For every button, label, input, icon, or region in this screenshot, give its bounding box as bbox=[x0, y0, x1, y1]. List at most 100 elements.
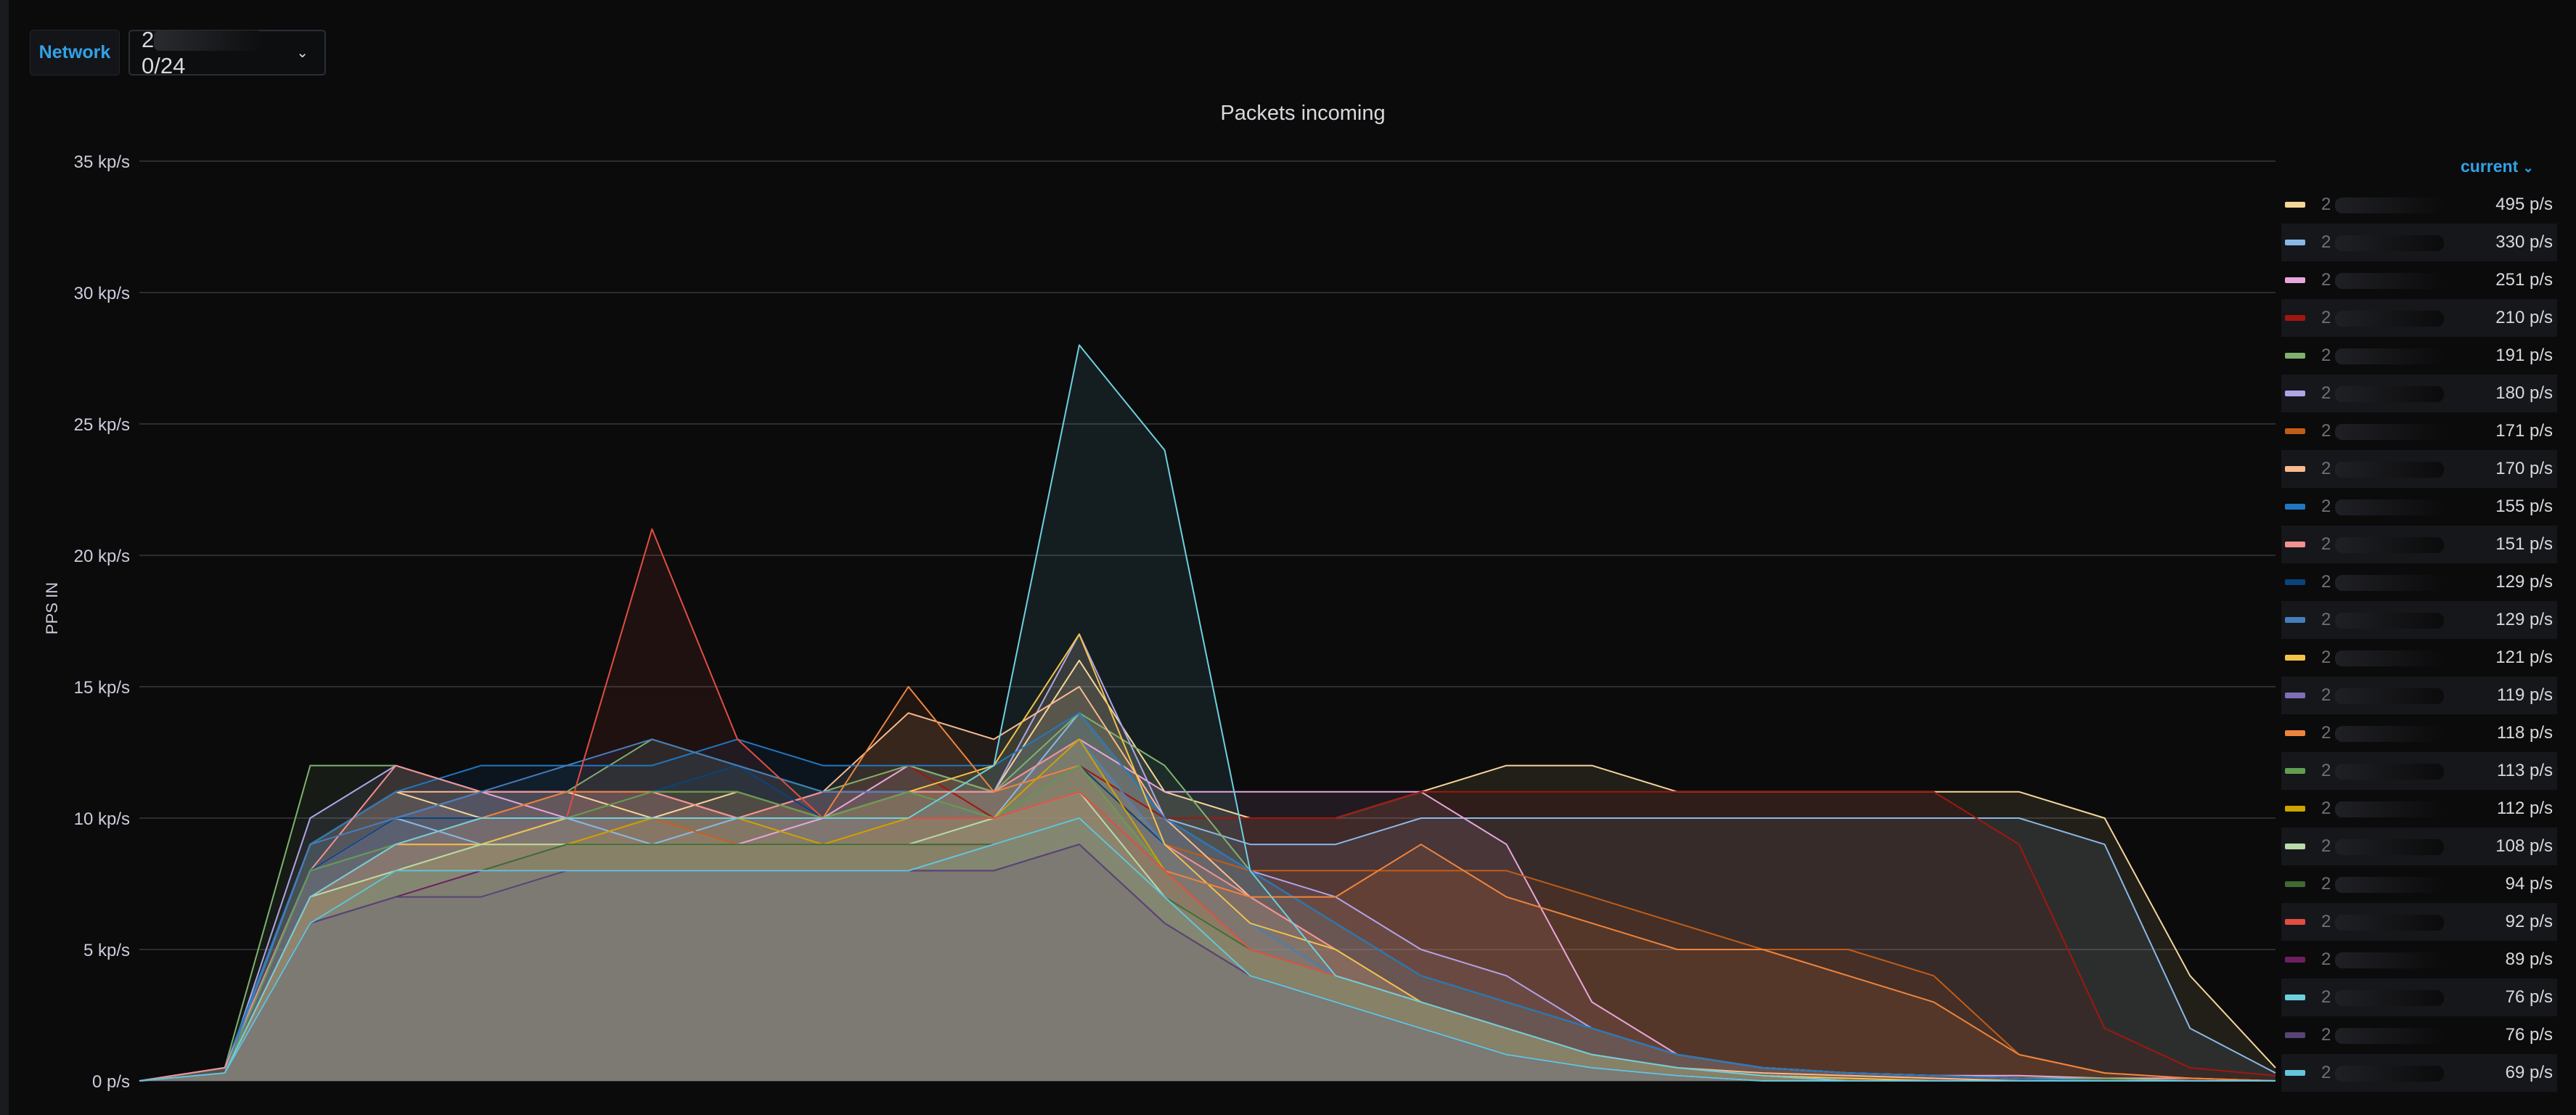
legend-item[interactable]: 2 121 p/s bbox=[2281, 639, 2557, 677]
legend-series-name-text: 2 bbox=[2321, 195, 2331, 214]
legend-series-name: 2 bbox=[2321, 610, 2495, 630]
legend-current-value: 180 p/s bbox=[2495, 383, 2553, 403]
series-area-1 bbox=[139, 713, 2276, 1081]
legend-series-name: 2 bbox=[2321, 799, 2497, 819]
legend-item[interactable]: 2 155 p/s bbox=[2281, 488, 2557, 526]
y-tick-label: 20 kp/s bbox=[74, 547, 130, 566]
legend-item[interactable]: 2 330 p/s bbox=[2281, 224, 2557, 261]
redacted-block bbox=[2335, 385, 2445, 402]
legend-series-name: 2 bbox=[2321, 270, 2495, 290]
legend-item[interactable]: 2 119 p/s bbox=[2281, 677, 2557, 714]
legend-color-swatch bbox=[2285, 542, 2305, 547]
legend-item[interactable]: 2 129 p/s bbox=[2281, 601, 2557, 639]
legend-item[interactable]: 2 76 p/s bbox=[2281, 979, 2557, 1016]
legend-color-swatch bbox=[2285, 881, 2305, 887]
legend-series-name-text: 2 bbox=[2321, 987, 2331, 1007]
legend-item[interactable]: 2 94 p/s bbox=[2281, 865, 2557, 903]
legend-item[interactable]: 2 129 p/s bbox=[2281, 563, 2557, 601]
legend-item[interactable]: 2 118 p/s bbox=[2281, 714, 2557, 752]
legend-item[interactable]: 2 69 p/s bbox=[2281, 1054, 2557, 1092]
legend-item[interactable]: 2 191 p/s bbox=[2281, 337, 2557, 375]
legend-item[interactable]: 2 76 p/s bbox=[2281, 1016, 2557, 1054]
legend-color-swatch bbox=[2285, 693, 2305, 698]
legend-current-value: 76 p/s bbox=[2505, 987, 2553, 1007]
redacted-block bbox=[2335, 574, 2445, 591]
panel-title[interactable]: Packets incoming bbox=[1220, 102, 1386, 125]
packets-chart[interactable]: 0 p/s 5 kp/s 10 kp/s 15 kp/s 20 kp/s 25 kp/s 3… bbox=[0, 0, 2279, 1115]
series-line-8[interactable] bbox=[139, 712, 2276, 1082]
legend-color-swatch bbox=[2285, 957, 2305, 963]
legend-item[interactable]: 2 112 p/s bbox=[2281, 790, 2557, 828]
legend-color-swatch bbox=[2285, 994, 2305, 1000]
legend-series-name: 2 bbox=[2321, 761, 2497, 781]
network-label-text: Network bbox=[38, 42, 111, 62]
legend-series-name: 2 bbox=[2321, 308, 2495, 328]
redacted-block bbox=[2335, 461, 2445, 478]
redacted-block bbox=[2335, 838, 2445, 855]
legend-color-swatch bbox=[2285, 353, 2305, 359]
legend-item[interactable]: 2 89 p/s bbox=[2281, 941, 2557, 979]
legend-current-value: 69 p/s bbox=[2505, 1063, 2553, 1082]
redacted-block bbox=[2335, 989, 2445, 1006]
legend-current-value: 171 p/s bbox=[2495, 421, 2553, 441]
legend-series-name-text: 2 bbox=[2321, 610, 2331, 629]
y-tick-label: 30 kp/s bbox=[74, 284, 130, 303]
redacted-block bbox=[2335, 763, 2445, 780]
legend-series-name-text: 2 bbox=[2321, 836, 2331, 856]
legend-series-name-text: 2 bbox=[2321, 874, 2331, 894]
redacted-block bbox=[2335, 650, 2445, 666]
legend-series-name-text: 2 bbox=[2321, 912, 2331, 931]
legend-item[interactable]: 2 251 p/s bbox=[2281, 261, 2557, 299]
legend-sort-current[interactable]: current ⌄ bbox=[2461, 157, 2534, 176]
redacted-block bbox=[2335, 725, 2445, 742]
chevron-down-icon: ⌄ bbox=[296, 45, 308, 61]
legend-series-name: 2 bbox=[2321, 383, 2495, 404]
legend-item[interactable]: 2 170 p/s bbox=[2281, 450, 2557, 488]
legend-series-name: 2 bbox=[2321, 195, 2495, 215]
legend-color-swatch bbox=[2285, 919, 2305, 925]
legend-current-value: 89 p/s bbox=[2505, 949, 2553, 969]
legend-series-name: 2 bbox=[2321, 912, 2506, 932]
series-line-23[interactable] bbox=[139, 817, 2276, 1082]
series-area-22 bbox=[139, 844, 2276, 1081]
legend-series-name: 2 bbox=[2321, 723, 2497, 743]
series-area-8 bbox=[139, 713, 2276, 1081]
legend-series-name: 2 bbox=[2321, 232, 2495, 253]
legend-color-swatch bbox=[2285, 277, 2305, 283]
legend-current-value: 155 p/s bbox=[2495, 497, 2553, 516]
legend-item[interactable]: 2 113 p/s bbox=[2281, 752, 2557, 790]
legend-series-name: 2 bbox=[2321, 497, 2495, 517]
legend-item[interactable]: 2 180 p/s bbox=[2281, 375, 2557, 412]
legend-color-swatch bbox=[2285, 315, 2305, 321]
legend-series-name: 2 bbox=[2321, 836, 2495, 857]
network-variable-select[interactable]: 20/24 ⌄ bbox=[128, 27, 326, 78]
legend-item[interactable]: 2 108 p/s bbox=[2281, 828, 2557, 865]
legend: 2 495 p/s 2 330 p/s 2 251 p/s 2 210 p/s 2 191 p/s… bbox=[2281, 186, 2557, 1092]
redacted-block bbox=[2335, 612, 2445, 629]
redacted-block bbox=[2335, 1027, 2445, 1044]
redacted-block bbox=[2335, 914, 2445, 931]
legend-series-name-text: 2 bbox=[2321, 685, 2331, 705]
legend-item[interactable]: 2 151 p/s bbox=[2281, 526, 2557, 563]
legend-item[interactable]: 2 495 p/s bbox=[2281, 186, 2557, 224]
legend-series-name-text: 2 bbox=[2321, 232, 2331, 252]
redacted-block bbox=[2335, 310, 2445, 327]
legend-series-name: 2 bbox=[2321, 534, 2495, 555]
series-area-19 bbox=[139, 528, 2276, 1081]
redacted-block bbox=[154, 30, 263, 52]
legend-series-name-text: 2 bbox=[2321, 1063, 2331, 1082]
redacted-block bbox=[2335, 876, 2445, 893]
legend-item[interactable]: 2 171 p/s bbox=[2281, 412, 2557, 450]
series-line-14[interactable] bbox=[139, 686, 2276, 1082]
legend-item[interactable]: 2 92 p/s bbox=[2281, 903, 2557, 941]
legend-color-swatch bbox=[2285, 428, 2305, 434]
legend-series-name-text: 2 bbox=[2321, 270, 2331, 290]
series-area-12 bbox=[139, 634, 2276, 1081]
redacted-block bbox=[2335, 952, 2445, 968]
y-tick-label: 25 kp/s bbox=[74, 415, 130, 435]
y-tick-label: 5 kp/s bbox=[83, 941, 130, 960]
legend-item[interactable]: 2 210 p/s bbox=[2281, 299, 2557, 337]
redacted-block bbox=[2335, 1065, 2445, 1082]
redacted-block bbox=[2335, 234, 2445, 251]
legend-current-value: 121 p/s bbox=[2495, 648, 2553, 667]
